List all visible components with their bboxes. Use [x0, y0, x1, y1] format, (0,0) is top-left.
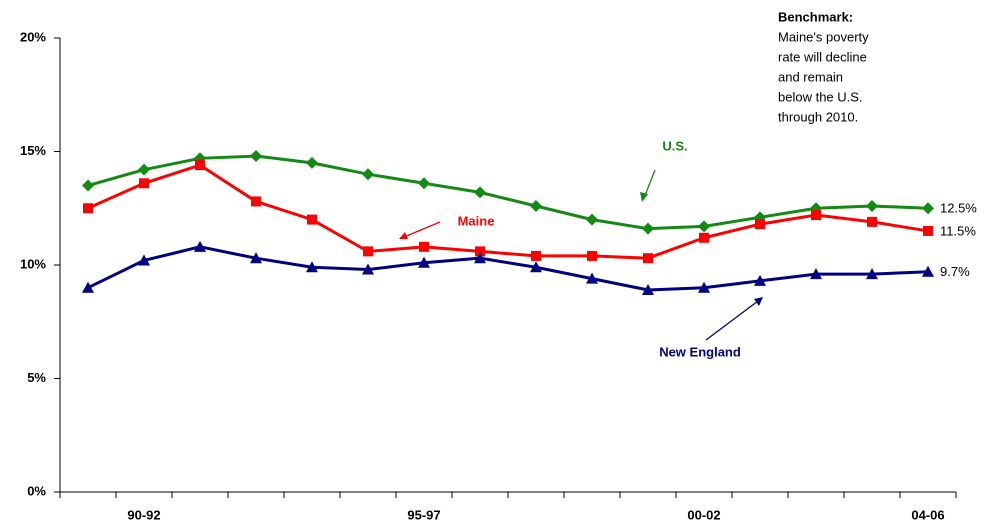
marker [474, 186, 486, 199]
series-line [87, 163, 929, 260]
y-tick-label: 0% [27, 483, 46, 498]
annotation-line: Maine's poverty [778, 29, 869, 44]
arrow [643, 169, 656, 199]
annotation-line: and remain [778, 69, 843, 84]
series-line [87, 154, 929, 231]
marker [363, 246, 373, 257]
arrow [705, 300, 759, 341]
series-name: New England [659, 344, 741, 359]
arrow-head [399, 232, 408, 239]
y-tick-label: 10% [20, 256, 46, 271]
marker [250, 150, 262, 163]
value-label: 12.5% [940, 201, 977, 216]
marker [642, 283, 654, 295]
marker [922, 202, 934, 215]
annotation-line: rate will decline [778, 49, 867, 64]
series-name: U.S. [662, 138, 687, 153]
annotation-title: Benchmark: [778, 9, 853, 24]
marker [138, 163, 150, 176]
marker [418, 177, 430, 190]
marker [867, 216, 877, 227]
x-tick-label: 00-02 [687, 507, 720, 522]
marker [587, 250, 597, 261]
marker [810, 268, 822, 280]
marker [307, 214, 317, 225]
annotation-line: below the U.S. [778, 89, 863, 104]
annotation-line: through 2010. [778, 109, 858, 124]
marker [419, 241, 429, 252]
marker [923, 225, 933, 236]
arrow-head [754, 297, 763, 306]
marker [82, 179, 94, 192]
arrow [403, 221, 441, 238]
marker [82, 281, 94, 293]
marker [138, 254, 150, 266]
arrows [399, 169, 763, 341]
marker [530, 199, 542, 212]
value-label: 11.5% [940, 223, 976, 238]
marker [362, 263, 374, 275]
marker [306, 261, 318, 273]
marker [251, 196, 261, 207]
marker [250, 252, 262, 264]
marker [699, 232, 709, 243]
marker [362, 168, 374, 181]
series-line [87, 245, 929, 292]
marker [83, 203, 93, 214]
marker [755, 219, 765, 230]
marker [530, 261, 542, 273]
y-tick-label: 5% [27, 370, 46, 385]
marker [194, 240, 206, 252]
marker [306, 156, 318, 169]
marker [866, 268, 878, 280]
marker [698, 220, 710, 233]
value-label: 9.7% [940, 264, 970, 279]
x-tick-label: 04-06 [911, 507, 944, 522]
y-tick-label: 15% [20, 143, 46, 158]
marker [139, 178, 149, 189]
marker [531, 250, 541, 261]
marker [474, 252, 486, 264]
marker [754, 274, 766, 286]
marker [811, 210, 821, 221]
x-tick-label: 95-97 [407, 507, 440, 522]
marker [922, 265, 934, 277]
y-tick-label: 20% [20, 29, 46, 44]
x-tick-label: 90-92 [127, 507, 160, 522]
marker [866, 199, 878, 212]
marker [586, 272, 598, 284]
marker [586, 213, 598, 226]
marker [475, 246, 485, 257]
marker [643, 253, 653, 264]
marker [642, 222, 654, 235]
marker [418, 256, 430, 268]
arrow-head [640, 192, 648, 202]
marker [698, 281, 710, 293]
marker [195, 160, 205, 171]
series-name: Maine [458, 213, 495, 228]
